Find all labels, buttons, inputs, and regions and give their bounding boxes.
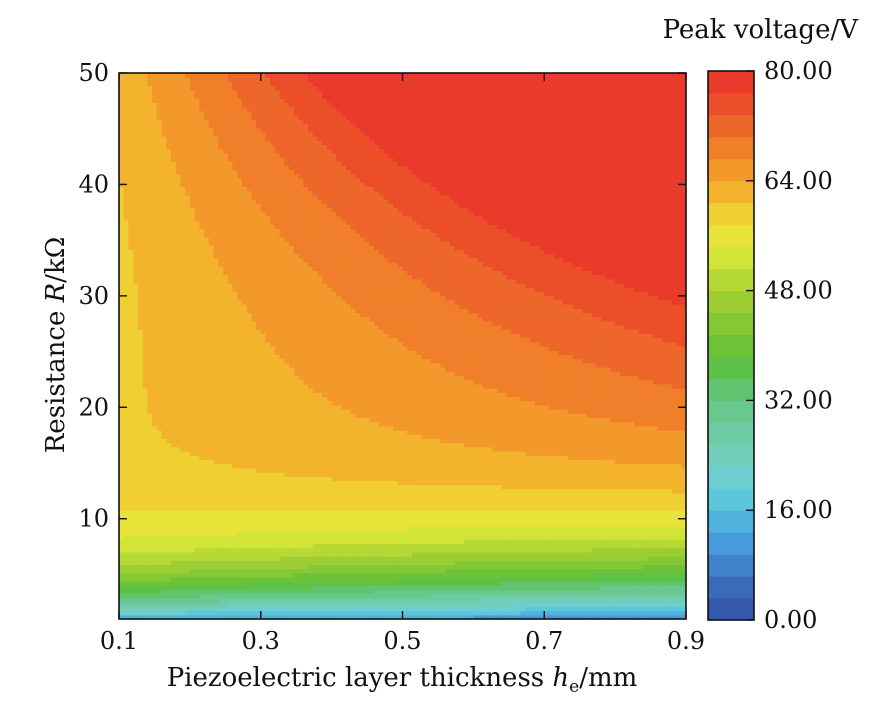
colorbar-frame bbox=[707, 70, 755, 621]
colorbar-band bbox=[708, 268, 754, 292]
colorbar-tick-label: 80.00 bbox=[764, 57, 833, 85]
colorbar-band bbox=[708, 532, 754, 555]
colorbar-band bbox=[708, 246, 754, 270]
colorbar-tick-label: 64.00 bbox=[764, 167, 833, 195]
y-axis-title: Resistance R/kΩ bbox=[41, 237, 71, 454]
colorbar-band bbox=[708, 554, 754, 577]
colorbar: 0.00 16.00 32.00 48.00 64.00 80.00 Peak volta… bbox=[663, 15, 860, 634]
colorbar-band bbox=[708, 356, 754, 379]
colorbar-title: Peak voltage/V bbox=[663, 15, 860, 45]
x-tick-label: 0.9 bbox=[667, 627, 705, 655]
x-tick-label: 0.5 bbox=[383, 627, 421, 655]
colorbar-band bbox=[708, 312, 754, 336]
colorbar-band bbox=[708, 202, 754, 226]
colorbar-band bbox=[708, 378, 754, 401]
y-tick-label: 50 bbox=[78, 59, 109, 87]
colorbar-band bbox=[708, 444, 754, 467]
colorbar-band bbox=[708, 598, 754, 621]
colorbar-ticks: 0.00 16.00 32.00 48.00 64.00 80.00 bbox=[746, 57, 833, 634]
x-tick-label: 0.1 bbox=[100, 627, 138, 655]
colorbar-band bbox=[708, 71, 754, 94]
colorbar-band bbox=[708, 224, 754, 248]
colorbar-band bbox=[708, 400, 754, 423]
x-tick-label: 0.3 bbox=[242, 627, 280, 655]
colorbar-band bbox=[708, 180, 754, 204]
x-tick-label: 0.7 bbox=[525, 627, 563, 655]
colorbar-band bbox=[708, 422, 754, 445]
plot-area bbox=[118, 72, 687, 620]
y-tick-label: 30 bbox=[78, 282, 109, 310]
colorbar-band bbox=[708, 114, 754, 138]
y-tick-label: 40 bbox=[78, 170, 109, 198]
x-axis-title: Piezoelectric layer thickness he/mm bbox=[167, 663, 638, 697]
x-axis: 0.1 0.3 0.5 0.7 0.9 bbox=[100, 73, 705, 655]
colorbar-band bbox=[708, 576, 754, 599]
colorbar-band bbox=[708, 466, 754, 489]
colorbar-bands bbox=[708, 71, 754, 621]
colorbar-tick-label: 0.00 bbox=[764, 606, 817, 634]
colorbar-tick-label: 32.00 bbox=[764, 386, 833, 414]
colorbar-band bbox=[708, 488, 754, 511]
colorbar-band bbox=[708, 158, 754, 182]
colorbar-tick-label: 16.00 bbox=[764, 496, 833, 524]
y-axis: 10 20 30 40 50 bbox=[78, 59, 686, 533]
colorbar-tick-label: 48.00 bbox=[764, 277, 833, 305]
colorbar-band bbox=[708, 510, 754, 533]
colorbar-band bbox=[708, 92, 754, 116]
y-tick-label: 20 bbox=[78, 393, 109, 421]
colorbar-band bbox=[708, 136, 754, 160]
colorbar-band bbox=[708, 290, 754, 314]
y-tick-label: 10 bbox=[78, 505, 109, 533]
contour-surface bbox=[119, 73, 686, 619]
colorbar-band bbox=[708, 334, 754, 357]
